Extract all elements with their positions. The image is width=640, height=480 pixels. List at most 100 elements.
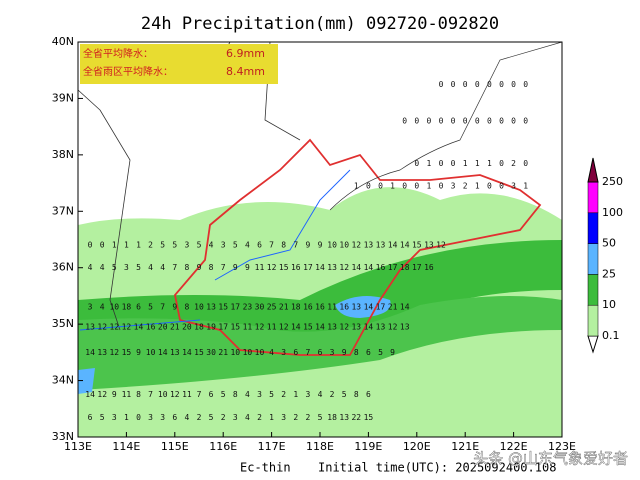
- lat-label: 35N: [52, 317, 74, 330]
- grid-value: 3: [88, 303, 93, 312]
- grid-value: 4: [245, 390, 250, 399]
- grid-value: 0: [511, 80, 516, 89]
- grid-value: 12: [255, 322, 265, 331]
- lat-label: 40N: [52, 35, 74, 48]
- grid-values: 0 0 0 0 0 0 0 00 0 0 0 0 0 0 0 0 0 00 1 0 0 1 1 1 0 2 01 0 0 1 0 0 1 0 3 2 1…: [85, 80, 528, 422]
- grid-value: 10: [194, 303, 204, 312]
- lon-label: 123E: [548, 440, 576, 453]
- grid-value: 4: [209, 241, 214, 250]
- grid-value: 9: [342, 348, 347, 357]
- grid-value: 1: [269, 413, 274, 422]
- grid-value: 10: [255, 348, 265, 357]
- lon-label: 117E: [258, 440, 286, 453]
- grid-value: 0: [439, 117, 444, 126]
- grid-value: 18: [194, 322, 204, 331]
- grid-value: 12: [339, 322, 349, 331]
- legend-label: 100: [602, 206, 623, 219]
- grid-value: 20: [182, 322, 192, 331]
- grid-value: 6: [366, 348, 371, 357]
- grid-value: 3: [257, 390, 262, 399]
- grid-value: 3: [281, 413, 286, 422]
- grid-value: 0: [88, 241, 93, 250]
- grid-value: 13: [339, 413, 349, 422]
- grid-value: 2: [293, 413, 298, 422]
- lat-label: 39N: [52, 91, 74, 104]
- grid-value: 0: [487, 181, 492, 190]
- grid-value: 6: [366, 390, 371, 399]
- grid-value: 14: [364, 263, 374, 272]
- grid-value: 16: [146, 322, 156, 331]
- grid-value: 12: [279, 322, 289, 331]
- grid-value: 8: [354, 390, 359, 399]
- grid-value: 5: [269, 390, 274, 399]
- grid-value: 18: [122, 303, 132, 312]
- grid-value: 12: [267, 263, 277, 272]
- grid-value: 18: [400, 263, 410, 272]
- grid-value: 4: [184, 413, 189, 422]
- grid-value: 5: [233, 241, 238, 250]
- grid-value: 0: [378, 181, 383, 190]
- grid-value: 3: [124, 263, 129, 272]
- grid-value: 1: [124, 413, 129, 422]
- grid-value: 12: [109, 322, 119, 331]
- grid-value: 21: [170, 322, 180, 331]
- grid-value: 4: [100, 263, 105, 272]
- grid-value: 4: [160, 263, 165, 272]
- grid-value: 7: [221, 263, 226, 272]
- grid-value: 15: [364, 413, 374, 422]
- grid-value: 17: [303, 263, 313, 272]
- grid-value: 13: [400, 322, 410, 331]
- grid-value: 13: [327, 263, 337, 272]
- grid-value: 10: [339, 241, 349, 250]
- grid-value: 3: [112, 413, 117, 422]
- grid-value: 15: [122, 348, 132, 357]
- grid-value: 7: [197, 390, 202, 399]
- grid-value: 12: [388, 322, 398, 331]
- grid-value: 2: [197, 413, 202, 422]
- footer-init: Initial time(UTC): 2025092400.108: [318, 461, 556, 475]
- grid-value: 15: [279, 263, 289, 272]
- grid-value: 6: [209, 390, 214, 399]
- grid-value: 7: [293, 241, 298, 250]
- grid-value: 0: [511, 117, 516, 126]
- grid-value: 14: [85, 390, 95, 399]
- grid-value: 2: [257, 413, 262, 422]
- grid-value: 5: [136, 263, 141, 272]
- grid-value: 1: [426, 159, 431, 168]
- grid-value: 10: [109, 303, 119, 312]
- rain-25: [335, 296, 391, 318]
- grid-value: 14: [315, 263, 325, 272]
- legend-label: 25: [602, 267, 616, 280]
- grid-value: 16: [291, 263, 301, 272]
- grid-value: 8: [281, 241, 286, 250]
- grid-value: 5: [172, 241, 177, 250]
- grid-value: 12: [339, 263, 349, 272]
- grid-value: 0: [475, 117, 480, 126]
- lon-label: 114E: [112, 440, 140, 453]
- grid-value: 0: [439, 80, 444, 89]
- grid-value: 9: [112, 390, 117, 399]
- grid-value: 1: [523, 181, 528, 190]
- grid-value: 14: [134, 322, 144, 331]
- grid-value: 9: [172, 303, 177, 312]
- grid-value: 6: [88, 413, 93, 422]
- legend-swatch: [587, 243, 599, 275]
- grid-value: 11: [267, 322, 277, 331]
- grid-value: 13: [364, 241, 374, 250]
- grid-value: 4: [269, 348, 274, 357]
- grid-value: 13: [376, 241, 386, 250]
- grid-value: 12: [97, 322, 107, 331]
- grid-value: 14: [400, 241, 410, 250]
- lon-label: 120E: [403, 440, 431, 453]
- legend-bottom: [587, 335, 599, 354]
- grid-value: 4: [148, 263, 153, 272]
- grid-value: 18: [327, 413, 337, 422]
- grid-value: 7: [269, 241, 274, 250]
- grid-value: 16: [315, 303, 325, 312]
- watermark: 头条 @山东气象爱好者: [473, 450, 628, 468]
- grid-value: 13: [424, 241, 434, 250]
- grid-value: 3: [451, 181, 456, 190]
- grid-value: 16: [424, 263, 434, 272]
- grid-value: 0: [414, 159, 419, 168]
